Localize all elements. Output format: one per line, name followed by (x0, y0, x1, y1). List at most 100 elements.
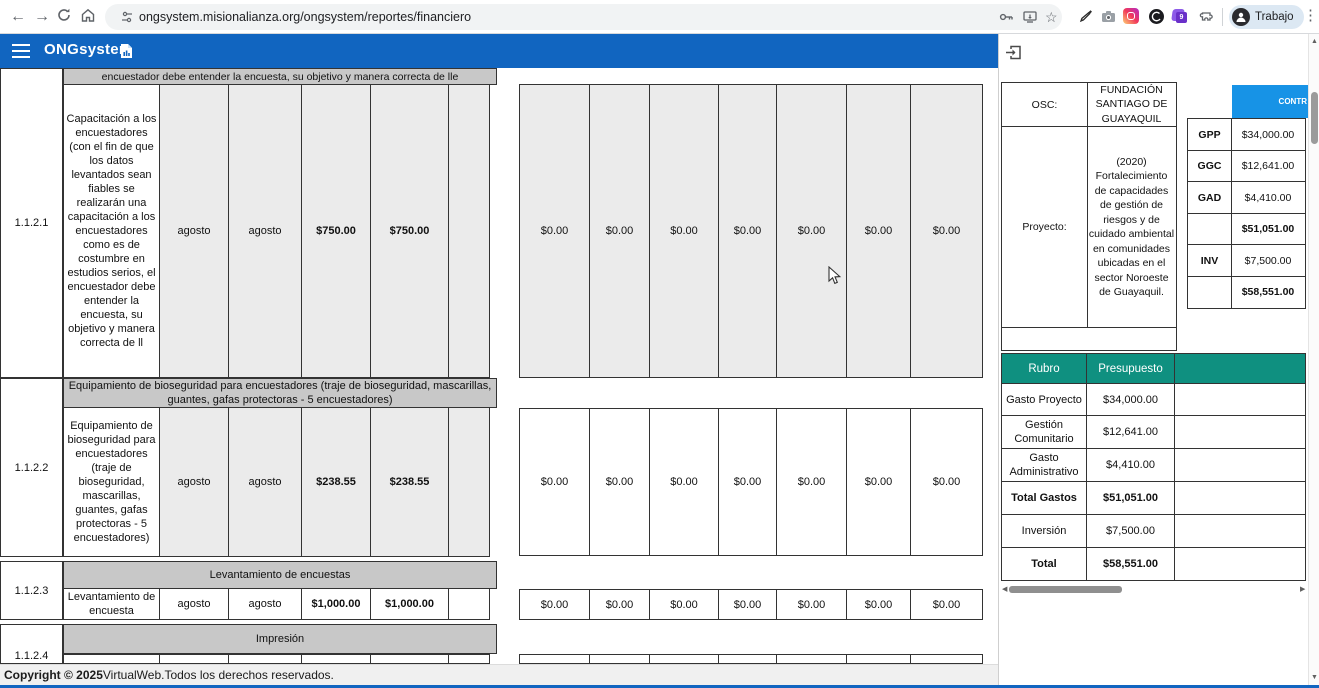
footer-copyright-text: VirtualWeb.Todos los derechos reservados… (102, 668, 334, 682)
table-row: Levantamiento de encuesta agosto agosto … (63, 588, 490, 620)
month-cell: agosto (158, 406, 230, 557)
contrib-total-cell: $58,551.00 (1230, 275, 1306, 309)
table-row-partial (63, 654, 490, 664)
extension-eyedropper-icon[interactable] (1077, 8, 1094, 25)
budget-row: Gestión Comunitario $12,641.00 (1001, 415, 1306, 449)
zero-cell: $0.00 (588, 83, 651, 378)
budget-row: Gasto Proyecto $34,000.00 (1001, 382, 1306, 417)
url-text[interactable]: ongsystem.misionalianza.org/ongsystem/re… (139, 10, 472, 24)
zero-cell: $0.00 (845, 408, 912, 556)
budget-empty-cell (1174, 481, 1306, 515)
table-row: Equipamiento de bioseguridad para encues… (63, 406, 490, 557)
contrib-code-cell (1187, 212, 1232, 246)
contrib-code-cell (1187, 275, 1232, 309)
budget-label-cell: Inversión (1001, 513, 1087, 549)
budget-empty-cell (1174, 547, 1306, 581)
profile-name: Trabajo (1255, 11, 1294, 23)
row-code-cell: 1.1.2.1 (0, 68, 63, 378)
extension-instagram-icon[interactable] (1123, 8, 1139, 24)
contrib-code-cell: GPP (1187, 118, 1232, 151)
budget-label-cell: Total (1001, 547, 1087, 581)
budget-empty-cell (1174, 513, 1306, 549)
budget-empty-cell (1174, 415, 1306, 449)
contrib-amount-cell: $34,000.00 (1230, 118, 1306, 151)
zero-cell: $0.00 (717, 589, 778, 620)
page-vertical-scrollbar[interactable]: ▲ ▼ (1308, 34, 1319, 686)
contrib-code-cell: INV (1187, 244, 1232, 277)
reload-icon[interactable] (56, 7, 76, 27)
profile-chip[interactable]: Trabajo (1229, 5, 1304, 29)
amount-cell: $238.55 (370, 406, 449, 557)
hscroll-thumb[interactable] (1009, 586, 1122, 593)
bottom-accent-strip (0, 685, 1319, 688)
month-cell: agosto (158, 588, 230, 620)
zero-cell: $0.00 (649, 589, 719, 620)
vscroll-thumb[interactable] (1311, 92, 1318, 144)
zero-cell: $0.00 (845, 589, 912, 620)
row-code-cell: 1.1.2.3 (0, 561, 63, 620)
mouse-cursor (828, 266, 842, 285)
month-cell: agosto (158, 83, 230, 378)
zero-cell: $0.00 (776, 589, 847, 620)
exit-panel-icon[interactable] (1005, 44, 1022, 61)
budget-row: Gasto Administrativo $4,410.00 (1001, 447, 1306, 483)
table-row-values: $0.00 $0.00 $0.00 $0.00 $0.00 $0.00 $0.0… (519, 589, 983, 620)
forward-icon[interactable]: → (34, 8, 50, 25)
app-bar: ONGsystem (0, 34, 998, 68)
project-value-cell: (2020) Fortalecimiento de capacidades de… (1086, 125, 1177, 329)
zero-cell: $0.00 (910, 408, 983, 556)
install-app-icon[interactable] (1022, 9, 1038, 25)
budget-empty-cell (1174, 382, 1306, 417)
osc-label-cell: OSC: (1001, 82, 1088, 127)
site-settings-tune-icon[interactable] (119, 9, 135, 25)
zero-cell: $0.00 (910, 589, 983, 620)
browser-menu-icon[interactable]: ⋮ (1303, 7, 1318, 24)
zero-cell: $0.00 (776, 83, 847, 378)
home-icon[interactable] (80, 7, 100, 27)
contrib-total-cell: $51,051.00 (1230, 212, 1306, 246)
app-title: ONGsystem (44, 41, 133, 58)
section-header: encuestador debe entender la encuesta, s… (63, 68, 497, 85)
bookmark-star-icon[interactable]: ☆ (1045, 9, 1058, 25)
info-empty-cell (1001, 327, 1177, 351)
budget-row: Inversión $7,500.00 (1001, 513, 1306, 549)
side-panel: OSC: FUNDACIÓN SANTIAGO DE GUAYAQUIL Pro… (998, 34, 1308, 686)
amount-cell: $238.55 (300, 406, 372, 557)
row-code-cell: 1.1.2.2 (0, 378, 63, 557)
project-label-cell: Proyecto: (1001, 125, 1088, 329)
zero-cell: $0.00 (845, 83, 912, 378)
browser-toolbar: ← → ongsystem.misionalianza.org/ongsyste… (0, 0, 1319, 34)
zero-cell: $0.00 (519, 408, 590, 556)
budget-value-cell: $4,410.00 (1085, 447, 1176, 483)
budget-empty-cell (1174, 447, 1306, 483)
zero-cell: $0.00 (519, 83, 590, 378)
password-key-icon[interactable] (998, 9, 1014, 25)
extension-dark-circle-icon[interactable] (1148, 8, 1165, 25)
extension-camera-icon[interactable] (1100, 8, 1117, 25)
budget-value-cell: $51,051.00 (1085, 481, 1176, 515)
hamburger-menu-icon[interactable] (12, 44, 30, 58)
budget-row: Total Gastos $51,051.00 (1001, 481, 1306, 515)
extension-purple-badge-icon[interactable]: 9 (1171, 8, 1189, 25)
activity-description-cell: Capacitación a los encuestadores (con el… (63, 83, 160, 378)
table-row: Capacitación a los encuestadores (con el… (63, 83, 490, 378)
section-header: Impresión (63, 624, 497, 654)
vscroll-down-arrow[interactable]: ▼ (1311, 674, 1318, 681)
zero-cell: $0.00 (717, 83, 778, 378)
address-bar[interactable]: ongsystem.misionalianza.org/ongsystem/re… (105, 4, 1062, 30)
zero-cell: $0.00 (649, 408, 719, 556)
hscroll-left-arrow[interactable]: ◀ (1002, 586, 1008, 593)
amount-cell: $750.00 (300, 83, 372, 378)
avatar (1232, 8, 1250, 26)
hscroll-right-arrow[interactable]: ▶ (1300, 586, 1306, 593)
contrib-code-cell: GGC (1187, 149, 1232, 183)
toolbar-divider (1222, 8, 1223, 26)
budget-col-presupuesto: Presupuesto (1085, 353, 1176, 384)
extensions-puzzle-icon[interactable] (1198, 8, 1215, 25)
report-document-icon[interactable] (120, 43, 133, 59)
activity-description-cell: Levantamiento de encuesta (63, 588, 160, 620)
vscroll-up-arrow[interactable]: ▲ (1311, 38, 1318, 45)
back-icon[interactable]: ← (10, 8, 26, 25)
budget-label-cell: Gasto Proyecto (1001, 382, 1087, 417)
